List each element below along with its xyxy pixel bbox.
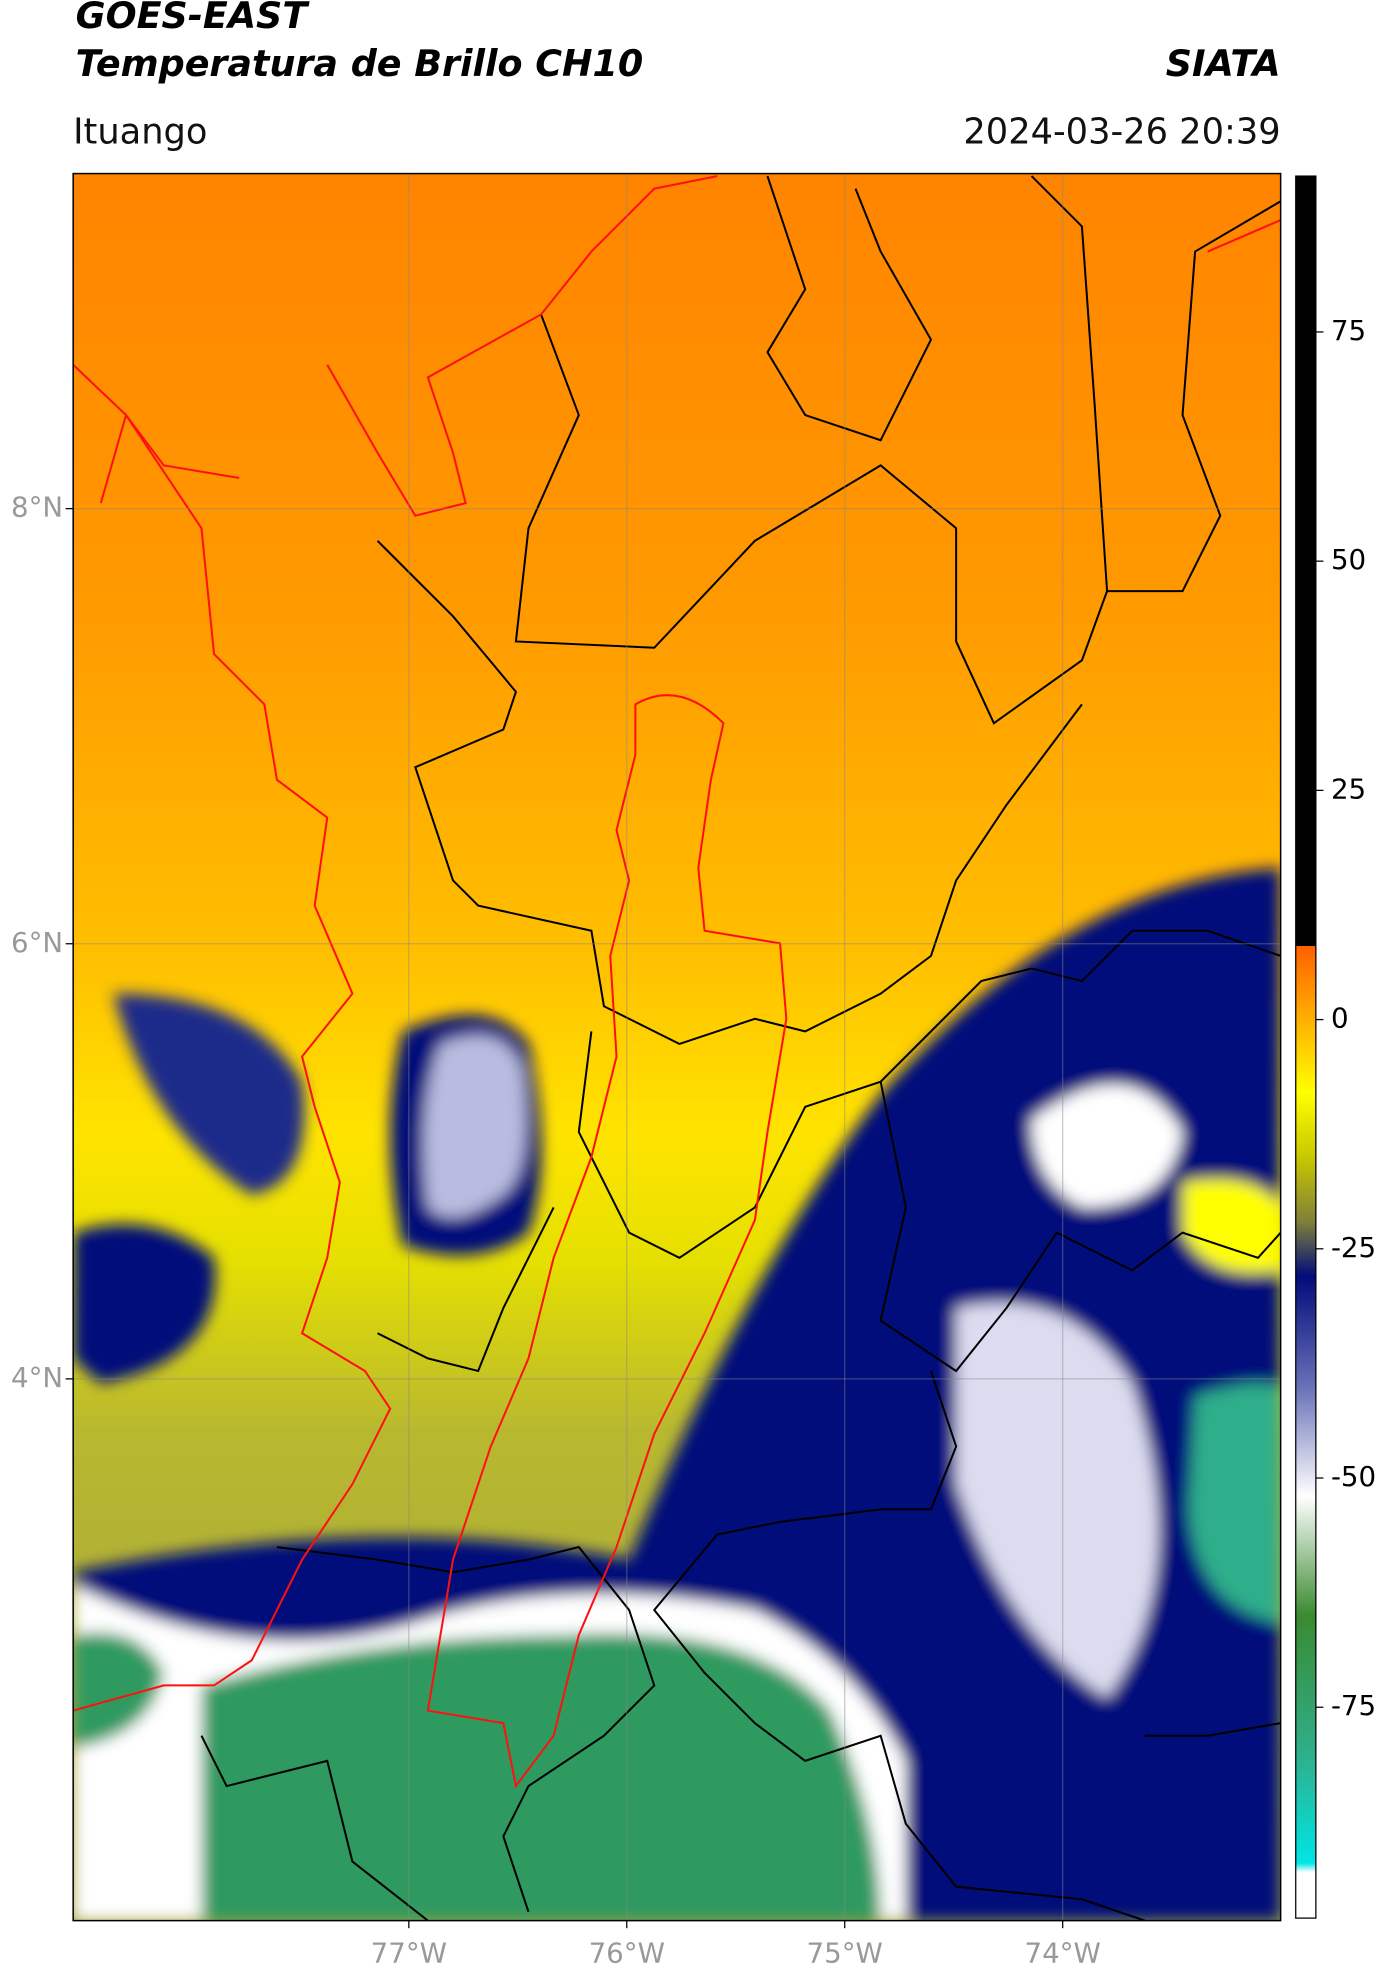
- location: Ituango: [73, 111, 207, 152]
- x-tick-label: 77°W: [371, 1937, 447, 1970]
- colorbar-label: 50: [1331, 543, 1366, 576]
- x-tick-label: 76°W: [589, 1937, 665, 1970]
- colorbar-label: 25: [1331, 772, 1366, 805]
- y-tick-label: 6°N: [11, 926, 63, 959]
- colorbar-label: 0: [1331, 1002, 1349, 1035]
- colorbar-label: -75: [1331, 1689, 1376, 1722]
- map-image: [73, 173, 1281, 1921]
- y-tick-label: 8°N: [11, 491, 63, 524]
- colorbar-label: -50: [1331, 1460, 1376, 1493]
- subtitle: Temperatura de Brillo CH10: [76, 42, 644, 85]
- y-tick-label: 4°N: [11, 1361, 63, 1394]
- grid: [73, 173, 1281, 1921]
- datetime: 2024-03-26 20:39: [963, 111, 1280, 152]
- map-frame: [72, 172, 1282, 1922]
- colorbar: [1295, 175, 1317, 1919]
- title: GOES-EAST: [76, 0, 311, 37]
- colorbar-label: 75: [1331, 314, 1366, 347]
- x-tick-label: 74°W: [1024, 1937, 1100, 1970]
- colorbar-label: -25: [1331, 1231, 1376, 1264]
- x-tick-label: 75°W: [807, 1937, 883, 1970]
- brand: SIATA: [1166, 42, 1281, 85]
